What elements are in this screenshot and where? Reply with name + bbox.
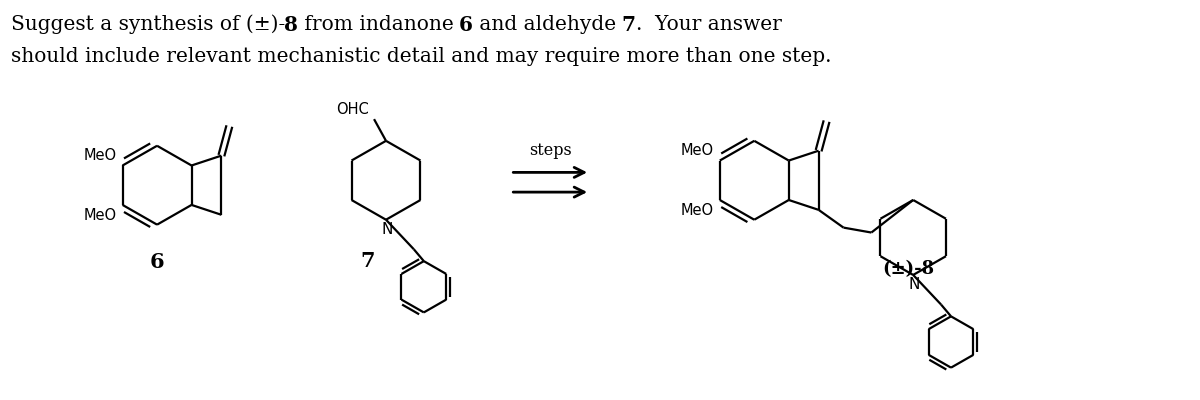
Text: should include relevant mechanistic detail and may require more than one step.: should include relevant mechanistic deta…: [11, 47, 832, 66]
Text: and aldehyde: and aldehyde: [473, 15, 623, 34]
Text: MeO: MeO: [84, 208, 116, 223]
Text: 6: 6: [460, 15, 473, 35]
Text: (±)-8: (±)-8: [882, 260, 935, 278]
Text: OHC: OHC: [336, 102, 370, 117]
Text: 8: 8: [283, 15, 298, 35]
Text: MeO: MeO: [680, 142, 714, 158]
Text: MeO: MeO: [84, 148, 116, 162]
Text: N: N: [908, 277, 920, 292]
Text: MeO: MeO: [680, 203, 714, 218]
Text: .  Your answer: . Your answer: [636, 15, 781, 34]
Text: 7: 7: [361, 251, 376, 271]
Text: 6: 6: [150, 252, 164, 272]
Text: 7: 7: [622, 15, 636, 35]
Text: Suggest a synthesis of (±)-: Suggest a synthesis of (±)-: [11, 15, 284, 34]
Text: steps: steps: [529, 142, 571, 158]
Text: N: N: [382, 222, 392, 237]
Text: from indanone: from indanone: [298, 15, 460, 34]
